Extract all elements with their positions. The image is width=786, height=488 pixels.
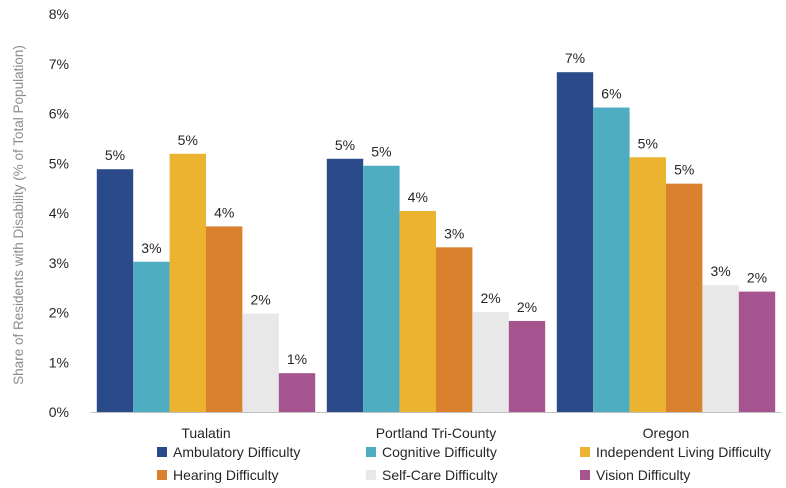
data-label: 5%: [178, 132, 198, 148]
data-label: 5%: [335, 137, 355, 153]
bar-cognitive-difficulty: [133, 261, 170, 412]
data-label: 5%: [638, 135, 658, 151]
data-label: 2%: [250, 291, 270, 307]
legend-label: Independent Living Difficulty: [596, 444, 771, 460]
data-label: 5%: [105, 147, 125, 163]
legend-swatch: [580, 447, 590, 457]
x-category-label: Tualatin: [181, 425, 230, 441]
legend-label: Vision Difficulty: [596, 467, 690, 483]
data-label: 3%: [444, 225, 464, 241]
bar-cognitive-difficulty: [593, 107, 630, 412]
bar-cognitive-difficulty: [363, 165, 400, 412]
bar-independent-living-difficulty: [169, 153, 206, 413]
legend-label: Cognitive Difficulty: [382, 444, 497, 460]
bar-ambulatory-difficulty: [96, 169, 134, 412]
data-label: 1%: [287, 351, 307, 367]
bar-ambulatory-difficulty: [556, 72, 594, 413]
y-tick-label: 0%: [49, 404, 69, 420]
legend-swatch: [157, 447, 167, 457]
y-tick-label: 5%: [49, 155, 69, 171]
data-label: 4%: [214, 204, 234, 220]
y-axis-ticks: 0% 1% 2% 3% 4% 5% 6% 7% 8%: [49, 6, 69, 420]
bar-vision-difficulty: [278, 373, 316, 412]
bar-self-care-difficulty: [472, 312, 509, 412]
legend-swatch: [366, 447, 376, 457]
bars: [96, 72, 776, 413]
bar-independent-living-difficulty: [399, 211, 436, 412]
x-category-label: Oregon: [643, 425, 690, 441]
data-label: 3%: [141, 240, 161, 256]
bar-vision-difficulty: [508, 320, 546, 412]
y-tick-label: 7%: [49, 56, 69, 72]
bar-self-care-difficulty: [242, 313, 279, 412]
data-label: 4%: [408, 189, 428, 205]
y-tick-label: 4%: [49, 205, 69, 221]
data-label: 2%: [747, 270, 767, 286]
x-category-label: Portland Tri-County: [376, 425, 497, 441]
data-label: 2%: [517, 299, 537, 315]
bar-vision-difficulty: [738, 291, 776, 412]
bar-independent-living-difficulty: [629, 157, 666, 412]
legend: Ambulatory Difficulty Cognitive Difficult…: [157, 444, 771, 483]
bar-self-care-difficulty: [702, 285, 739, 412]
y-tick-label: 2%: [49, 305, 69, 321]
data-label: 6%: [601, 86, 621, 102]
legend-label: Self-Care Difficulty: [382, 467, 498, 483]
y-tick-label: 6%: [49, 106, 69, 122]
bar-hearing-difficulty: [436, 247, 473, 412]
data-label: 5%: [371, 144, 391, 160]
data-label: 3%: [710, 263, 730, 279]
bar-ambulatory-difficulty: [326, 158, 364, 412]
y-tick-label: 8%: [49, 6, 69, 22]
bar-hearing-difficulty: [206, 226, 243, 412]
legend-label: Ambulatory Difficulty: [173, 444, 300, 460]
legend-label: Hearing Difficulty: [173, 467, 279, 483]
legend-swatch: [366, 470, 376, 480]
data-label: 5%: [674, 162, 694, 178]
legend-swatch: [157, 470, 167, 480]
data-label: 2%: [480, 290, 500, 306]
legend-swatch: [580, 470, 590, 480]
y-tick-label: 1%: [49, 354, 69, 370]
data-labels: 5% 3% 5% 4% 2% 1% 5% 5% 4% 3% 2% 2% 7% 6% 5% 5% 3% 2%: [105, 50, 767, 367]
y-axis-title: Share of Residents with Disability (% of…: [11, 45, 26, 385]
x-axis-category-labels: Tualatin Portland Tri-County Oregon: [181, 425, 689, 441]
y-tick-label: 3%: [49, 255, 69, 271]
bar-hearing-difficulty: [666, 183, 703, 412]
data-label: 7%: [565, 50, 585, 66]
